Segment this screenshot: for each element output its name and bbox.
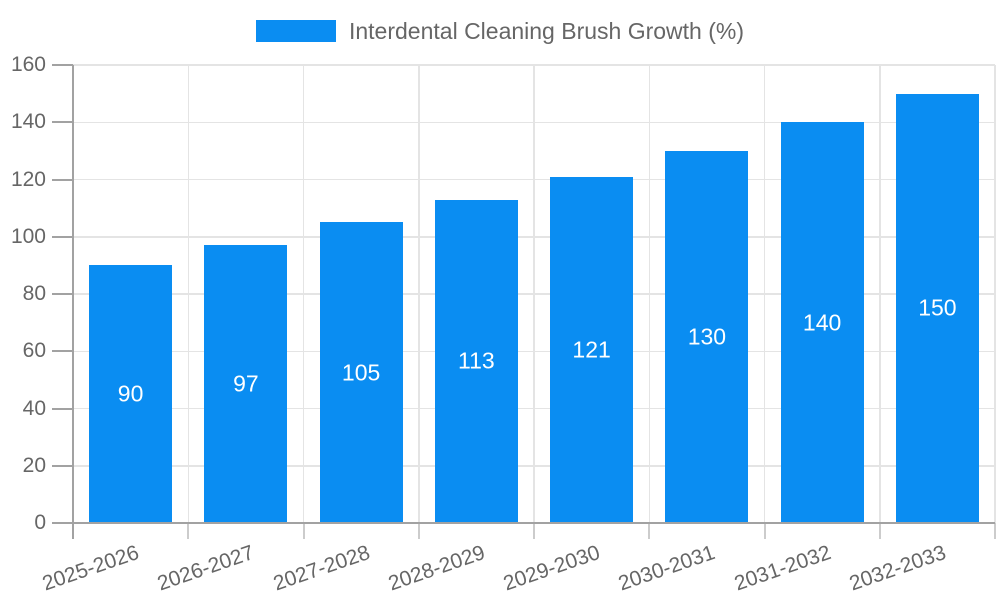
- bar[interactable]: 130: [665, 150, 749, 523]
- y-tick-label: 80: [22, 282, 46, 305]
- y-tick-label: 60: [22, 339, 46, 363]
- y-tick-label: 120: [10, 167, 46, 191]
- y-tick-label: 20: [22, 453, 46, 477]
- bar[interactable]: 105: [319, 222, 403, 523]
- y-axis-tick: [52, 64, 73, 66]
- x-tick-label: 2029-2030: [500, 541, 604, 596]
- legend[interactable]: Interdental Cleaning Brush Growth (%): [0, 18, 1000, 44]
- gridline-vertical: [994, 65, 996, 523]
- gridline-vertical: [879, 65, 881, 523]
- x-tick-label: 2026-2027: [154, 541, 258, 596]
- x-axis-tick: [302, 523, 305, 539]
- y-tick-label: 140: [10, 110, 46, 134]
- x-axis-tick: [533, 523, 535, 539]
- x-axis-tick: [994, 523, 996, 539]
- bar[interactable]: 121: [550, 176, 634, 523]
- bar-value-label: 130: [687, 323, 727, 350]
- x-axis-tick: [763, 523, 766, 539]
- gridline-vertical: [418, 65, 420, 523]
- y-axis-tick: [52, 350, 73, 353]
- y-axis-tick: [52, 121, 73, 124]
- x-tick-label: 2028-2029: [385, 541, 488, 596]
- x-axis-tick: [187, 523, 190, 539]
- bar-value-label: 140: [802, 309, 842, 336]
- x-tick-label: 2027-2028: [270, 541, 373, 596]
- bar-value-label: 105: [341, 359, 381, 386]
- x-axis-tick: [878, 523, 881, 539]
- bar-value-label: 150: [918, 294, 957, 321]
- bar-value-label: 97: [233, 370, 259, 397]
- bar-value-label: 121: [572, 336, 611, 363]
- legend-swatch: [255, 20, 336, 42]
- x-axis-tick: [417, 523, 420, 539]
- bar[interactable]: 150: [895, 93, 979, 523]
- bar[interactable]: 113: [434, 199, 518, 523]
- x-axis-tick: [648, 523, 651, 539]
- bar[interactable]: 140: [780, 122, 864, 524]
- gridline-vertical: [302, 65, 305, 523]
- gridline-vertical: [763, 65, 766, 523]
- y-axis-tick: [52, 178, 73, 181]
- bar-value-label: 90: [117, 380, 144, 407]
- x-tick-label: 2030-2031: [615, 541, 719, 596]
- y-axis-line: [71, 65, 74, 539]
- y-tick-label: 160: [10, 53, 46, 76]
- x-tick-label: 2032-2033: [846, 541, 949, 596]
- y-tick-label: 100: [10, 224, 46, 248]
- x-tick-label: 2031-2032: [731, 541, 834, 596]
- y-axis-tick: [52, 464, 73, 467]
- y-axis-tick: [52, 235, 73, 238]
- y-tick-label: 40: [22, 396, 46, 420]
- y-tick-label: 0: [34, 511, 46, 534]
- bar[interactable]: 90: [89, 265, 173, 523]
- legend-label: Interdental Cleaning Brush Growth (%): [348, 18, 745, 44]
- y-axis-tick: [52, 407, 73, 410]
- gridline-vertical: [533, 65, 535, 523]
- gridline-vertical: [187, 65, 189, 523]
- x-tick-label: 2025-2026: [39, 541, 143, 596]
- bar[interactable]: 97: [204, 245, 288, 523]
- gridline-vertical: [648, 65, 650, 523]
- bar-value-label: 113: [458, 347, 495, 374]
- x-axis-line: [52, 522, 995, 524]
- y-axis-tick: [52, 293, 73, 295]
